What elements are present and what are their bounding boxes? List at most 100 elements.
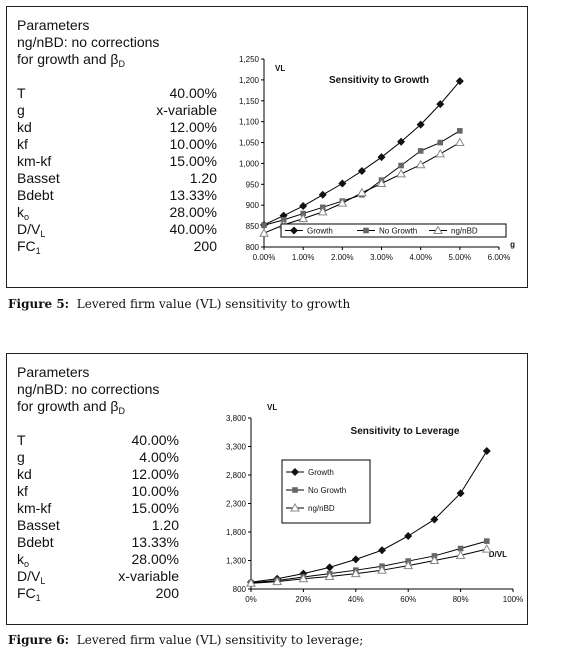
x-tick-label: 1.00% (292, 253, 315, 262)
chart-title: Sensitivity to Growth (329, 75, 429, 86)
y-tick-label: 2,300 (226, 500, 247, 509)
param-value: 13.33% (131, 534, 179, 550)
data-point (482, 447, 491, 456)
legend: Growth No Growth ng/nBD (281, 459, 371, 524)
leverage-sensitivity-chart: 800 1,300 1,800 2,300 2,800 3,300 3,800 0% 20% 40… (226, 403, 523, 604)
param-name-sub: L (40, 576, 46, 586)
y-tick-label: 1,250 (239, 55, 260, 64)
param-value: 40.00% (131, 432, 179, 448)
param-value: 10.00% (131, 483, 179, 499)
legend-marker (291, 468, 299, 476)
param-name: km-kf (17, 500, 51, 517)
param-name-text: kd (17, 119, 32, 135)
x-axis-label: g (510, 240, 515, 249)
legend-label: ng/nBD (451, 227, 478, 236)
data-point (417, 148, 424, 154)
y-tick-label: 950 (246, 180, 260, 189)
figure-5-caption: Figure 5: Levered firm value (VL) sensit… (8, 297, 350, 311)
param-value: 4.00% (139, 449, 179, 465)
param-row: km-kf 15.00% (17, 500, 179, 517)
data-point (351, 555, 360, 564)
param-name-text: D/V (17, 568, 41, 584)
param-name-text: km-kf (17, 153, 52, 169)
figure-6-panel: Parameters ng/nBD: no corrections for gr… (6, 353, 528, 625)
caption-text: Levered firm value (VL) sensitivity to l… (76, 633, 364, 647)
param-value: 28.00% (169, 204, 217, 220)
data-point (429, 555, 440, 564)
figure-5-panel: Parameters ng/nBD: no corrections for gr… (6, 6, 528, 288)
x-tick-label: 20% (295, 595, 311, 604)
x-tick-label: 0.00% (253, 253, 276, 262)
x-tick-label: 60% (400, 595, 416, 604)
param-row: Bdebt 13.33% (17, 187, 217, 204)
legend: Growth No Growth ng/nBD (280, 223, 507, 238)
param-name-text: km-kf (17, 500, 52, 516)
param-name-sub: o (24, 212, 30, 222)
param-value: 15.00% (169, 153, 217, 169)
data-point (376, 178, 387, 187)
legend-label: No Growth (308, 486, 346, 495)
x-tick-label: 100% (503, 595, 523, 604)
legend-item: Growth (286, 468, 334, 477)
param-value: 15.00% (131, 500, 179, 516)
param-value: 12.00% (131, 466, 179, 482)
param-value: x-variable (156, 102, 217, 118)
caption-text: Levered firm value (VL) sensitivity to g… (76, 297, 351, 311)
series-line (263, 80, 461, 226)
data-point (298, 213, 309, 223)
data-point (430, 515, 439, 524)
params-title: Parameters (17, 364, 90, 380)
param-name-text: Bdebt (17, 534, 54, 550)
param-row: kf 10.00% (17, 483, 179, 500)
param-name: ko (17, 204, 30, 222)
param-name-text: g (17, 102, 25, 118)
data-point (337, 198, 348, 207)
param-name-text: Basset (17, 170, 60, 186)
param-row: D/VL x-variable (17, 568, 179, 586)
param-name: km-kf (17, 153, 51, 170)
y-axis-label: VL (275, 64, 285, 73)
param-row: T 40.00% (17, 432, 179, 449)
data-point (377, 565, 387, 574)
data-point (436, 100, 445, 109)
param-name: D/VL (17, 568, 46, 586)
data-point (272, 576, 283, 586)
param-name: ko (17, 551, 29, 569)
y-tick-label: 1,800 (226, 528, 247, 537)
data-point (338, 179, 347, 188)
growth-sensitivity-chart: 800 850 900 950 1,000 1,050 1,100 1,150 1,200 1,2… (239, 55, 515, 262)
y-tick-label: 800 (246, 243, 260, 252)
data-point (357, 187, 367, 197)
param-name: FC1 (17, 585, 41, 603)
param-name: Bdebt (17, 187, 54, 204)
param-name-text: FC (17, 585, 36, 601)
param-name-text: k (17, 204, 24, 220)
param-row: g x-variable (17, 102, 217, 119)
param-name: kf (17, 136, 28, 153)
data-point (325, 563, 334, 572)
param-name-text: Bdebt (17, 187, 54, 203)
legend-item: No Growth (357, 227, 417, 236)
y-tick-label: 3,300 (226, 443, 247, 452)
data-point (280, 217, 287, 223)
param-name-text: k (17, 551, 24, 567)
param-name-sub: L (40, 229, 46, 239)
param-name-text: kd (17, 466, 32, 482)
x-tick-label: 80% (453, 595, 469, 604)
y-tick-label: 3,800 (226, 414, 247, 423)
params-note-text: for growth and β (17, 398, 119, 414)
data-point (457, 545, 464, 552)
param-name: Basset (17, 170, 60, 187)
series-line (250, 548, 487, 584)
data-point (317, 206, 328, 216)
param-row: kf 10.00% (17, 136, 217, 153)
param-name: kd (17, 466, 32, 483)
legend-item: No Growth (286, 486, 346, 495)
parameters-table: Parameters ng/nBD: no corrections for gr… (17, 17, 217, 256)
data-point (299, 202, 308, 211)
chart-title: Sensitivity to Leverage (351, 426, 460, 437)
param-name: kf (17, 483, 28, 500)
param-name-text: Basset (17, 517, 60, 533)
legend-marker (290, 502, 300, 512)
legend-box (280, 223, 507, 238)
